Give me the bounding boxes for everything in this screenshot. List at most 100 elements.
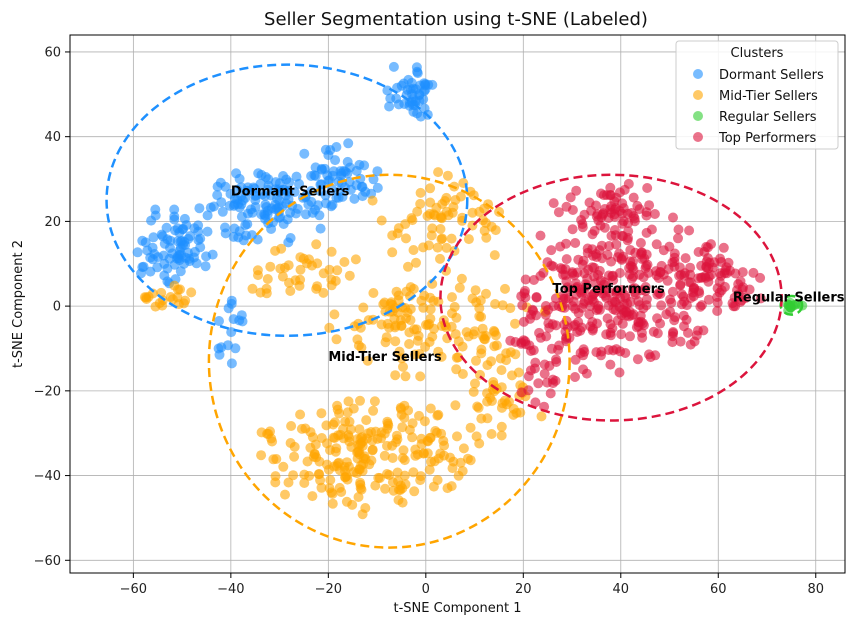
scatter-point: [193, 220, 204, 231]
scatter-point: [299, 478, 310, 488]
scatter-point: [661, 309, 672, 320]
scatter-point: [387, 453, 398, 463]
scatter-point: [419, 448, 429, 459]
scatter-point: [270, 471, 281, 482]
y-tick-label: −20: [34, 384, 61, 399]
scatter-point: [147, 288, 158, 299]
scatter-point: [311, 239, 322, 250]
scatter-point: [446, 233, 457, 244]
scatter-point: [277, 271, 288, 282]
scatter-point: [305, 427, 316, 438]
scatter-point: [652, 289, 663, 300]
scatter-point: [425, 304, 436, 315]
scatter-point: [471, 355, 481, 366]
scatter-point: [432, 242, 443, 253]
cluster-ellipse: [105, 63, 469, 338]
plot-area: [69, 34, 846, 574]
scatter-point: [737, 267, 748, 278]
scatter-point: [313, 200, 323, 211]
scatter-point: [621, 310, 632, 321]
series-top-performers: [505, 178, 766, 412]
scatter-point: [720, 265, 731, 276]
scatter-point: [215, 177, 226, 188]
scatter-point: [308, 451, 319, 462]
scatter-point: [696, 300, 707, 311]
scatter-point: [404, 327, 415, 338]
scatter-point: [398, 445, 409, 456]
scatter-point: [667, 286, 678, 297]
scatter-point: [634, 204, 645, 215]
scatter-point: [636, 247, 647, 258]
scatter-point: [397, 453, 408, 463]
scatter-point: [252, 265, 263, 276]
scatter-point: [486, 429, 497, 439]
scatter-point: [439, 440, 450, 451]
scatter-point: [496, 430, 507, 441]
scatter-point: [435, 224, 446, 234]
y-tick-label: 60: [44, 45, 61, 60]
scatter-point: [436, 428, 447, 439]
scatter-point: [207, 249, 218, 260]
scatter-point: [361, 415, 372, 426]
scatter-point: [193, 235, 204, 246]
scatter-point: [139, 292, 150, 303]
scatter-point: [567, 301, 578, 312]
scatter-point: [286, 421, 297, 431]
x-axis-label: t-SNE Component 1: [394, 601, 522, 616]
scatter-point: [546, 343, 557, 354]
scatter-point: [367, 445, 378, 456]
y-axis-label: t-SNE Component 2: [11, 240, 26, 368]
scatter-point: [578, 255, 589, 266]
scatter-point: [370, 426, 381, 437]
scatter-point: [624, 263, 635, 273]
scatter-point: [427, 79, 438, 90]
scatter-point: [401, 313, 411, 324]
scatter-point: [644, 200, 655, 211]
scatter-point: [398, 361, 408, 372]
scatter-point: [477, 323, 488, 334]
series-mid-tier-sellers: [139, 167, 551, 520]
scatter-point: [169, 204, 180, 215]
scatter-point: [315, 179, 326, 190]
scatter-point: [403, 74, 414, 85]
scatter-point: [259, 209, 270, 220]
scatter-point: [570, 319, 581, 330]
scatter-point: [755, 272, 766, 283]
scatter-point: [605, 359, 616, 370]
scatter-point: [628, 192, 639, 203]
scatter-point: [518, 316, 529, 327]
scatter-point: [683, 327, 693, 338]
scatter-point: [641, 260, 652, 271]
scatter-point: [325, 475, 336, 485]
scatter-point: [425, 433, 436, 443]
scatter-point: [242, 219, 253, 230]
scatter-point: [630, 289, 641, 300]
scatter-point: [340, 416, 351, 427]
scatter-point: [618, 251, 629, 262]
scatter-point: [606, 230, 617, 241]
scatter-point: [283, 477, 294, 488]
scatter-point: [674, 262, 685, 273]
scatter-point: [629, 216, 640, 227]
scatter-point: [157, 300, 168, 311]
scatter-point: [755, 293, 766, 304]
scatter-point: [415, 111, 426, 122]
scatter-point: [597, 253, 608, 264]
scatter-point: [404, 339, 415, 349]
scatter-point: [478, 215, 488, 226]
scatter-point: [620, 348, 631, 358]
scatter-point: [331, 334, 342, 345]
legend: Clusters Dormant Sellers Mid-Tier Sellers R…: [675, 40, 839, 150]
scatter-point: [387, 247, 398, 258]
scatter-point: [471, 297, 482, 308]
scatter-point: [354, 464, 364, 475]
scatter-point: [680, 253, 691, 264]
scatter-point: [385, 298, 396, 309]
scatter-point: [596, 188, 606, 199]
scatter-point: [352, 453, 363, 464]
scatter-point: [326, 246, 337, 257]
scatter-point: [540, 309, 551, 320]
scatter-point: [356, 342, 367, 353]
scatter-point: [454, 282, 465, 293]
scatter-point: [591, 305, 602, 316]
